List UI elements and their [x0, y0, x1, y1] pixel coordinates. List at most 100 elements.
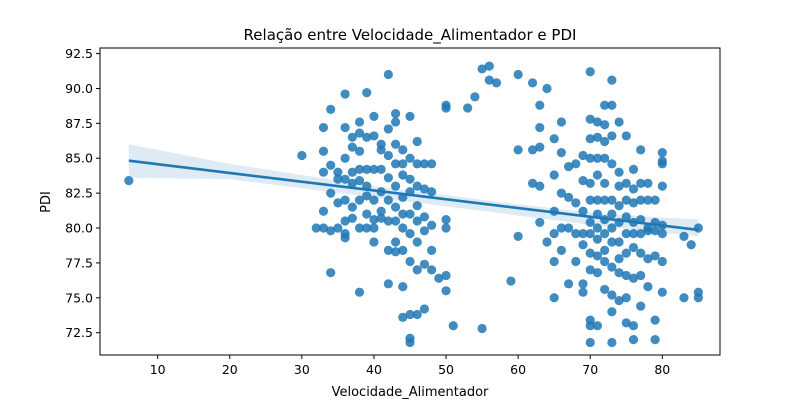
data-point [607, 100, 617, 110]
data-point [592, 251, 603, 261]
data-point [636, 228, 646, 239]
data-point [643, 254, 653, 264]
y-tick-label: 85.0 [65, 151, 93, 166]
y-axis-label: PDI [39, 191, 54, 213]
data-point [527, 178, 538, 188]
data-point [441, 103, 451, 113]
data-point [427, 265, 437, 275]
data-point [650, 335, 660, 345]
data-point [506, 276, 516, 286]
data-point [578, 175, 588, 186]
data-point [405, 209, 415, 219]
data-point [600, 178, 610, 188]
data-point [333, 198, 343, 208]
data-point [585, 321, 595, 331]
data-point [592, 234, 603, 244]
data-point [585, 67, 595, 77]
data-point [354, 164, 365, 175]
data-point [369, 131, 379, 141]
data-point [607, 223, 617, 233]
x-axis-label: Velocidade_Alimentador [332, 385, 489, 400]
data-point [686, 240, 696, 250]
data-point [621, 248, 631, 258]
data-point [614, 237, 624, 247]
data-point [636, 270, 646, 281]
data-point [600, 256, 610, 267]
data-point [390, 108, 401, 119]
data-point [405, 111, 415, 121]
data-point [693, 223, 703, 233]
data-point [427, 245, 437, 255]
data-point [636, 248, 646, 258]
x-tick-label: 20 [222, 362, 238, 377]
data-point [657, 256, 667, 267]
data-point [390, 247, 401, 257]
data-point [470, 92, 480, 102]
data-point [549, 256, 559, 267]
data-point [592, 170, 603, 180]
data-point [585, 114, 595, 124]
data-point [340, 153, 350, 163]
data-point [650, 195, 660, 205]
data-point [390, 202, 401, 212]
y-tick-label: 87.5 [65, 116, 93, 131]
data-point [369, 111, 379, 121]
data-point [383, 173, 393, 183]
data-point [390, 181, 401, 191]
x-tick-label: 80 [654, 362, 670, 377]
data-point [477, 64, 487, 74]
data-point [657, 159, 667, 169]
data-point [614, 254, 624, 264]
x-tick-label: 60 [510, 362, 526, 377]
data-point [600, 136, 610, 147]
data-point [412, 201, 422, 211]
data-point [621, 195, 631, 205]
data-point [347, 202, 357, 212]
data-point [556, 117, 566, 127]
data-point [535, 217, 545, 228]
x-tick-label: 40 [366, 362, 382, 377]
data-point [585, 228, 595, 239]
data-point [347, 132, 357, 142]
data-point [621, 318, 631, 328]
data-point [628, 198, 639, 208]
data-point [607, 131, 617, 141]
data-point [354, 195, 365, 205]
data-point [347, 213, 357, 223]
data-point [657, 181, 667, 191]
data-point [600, 228, 610, 239]
data-point [592, 268, 603, 278]
data-point [390, 139, 401, 149]
data-point [333, 223, 343, 233]
data-point [376, 213, 386, 223]
data-point [311, 223, 321, 233]
data-point [318, 146, 329, 156]
data-point [628, 242, 639, 253]
data-point [527, 145, 538, 155]
data-point [326, 226, 336, 236]
data-point [419, 159, 430, 169]
data-point [362, 191, 372, 201]
data-point [362, 209, 372, 219]
data-point [592, 195, 603, 205]
data-point [383, 150, 393, 161]
data-point [600, 195, 610, 205]
data-point [405, 337, 415, 348]
data-point [398, 159, 408, 169]
data-point [318, 122, 329, 133]
data-point [600, 153, 610, 163]
data-point [592, 153, 603, 163]
data-point [463, 103, 473, 113]
data-point [434, 273, 444, 283]
data-point [607, 195, 617, 205]
data-point [643, 282, 653, 292]
data-point [318, 223, 329, 233]
data-point [297, 150, 307, 161]
data-point [636, 145, 646, 155]
points-layer [124, 61, 703, 348]
data-point [326, 104, 336, 114]
y-tick-label: 72.5 [65, 325, 93, 340]
data-point [390, 216, 401, 226]
data-point [347, 178, 357, 188]
